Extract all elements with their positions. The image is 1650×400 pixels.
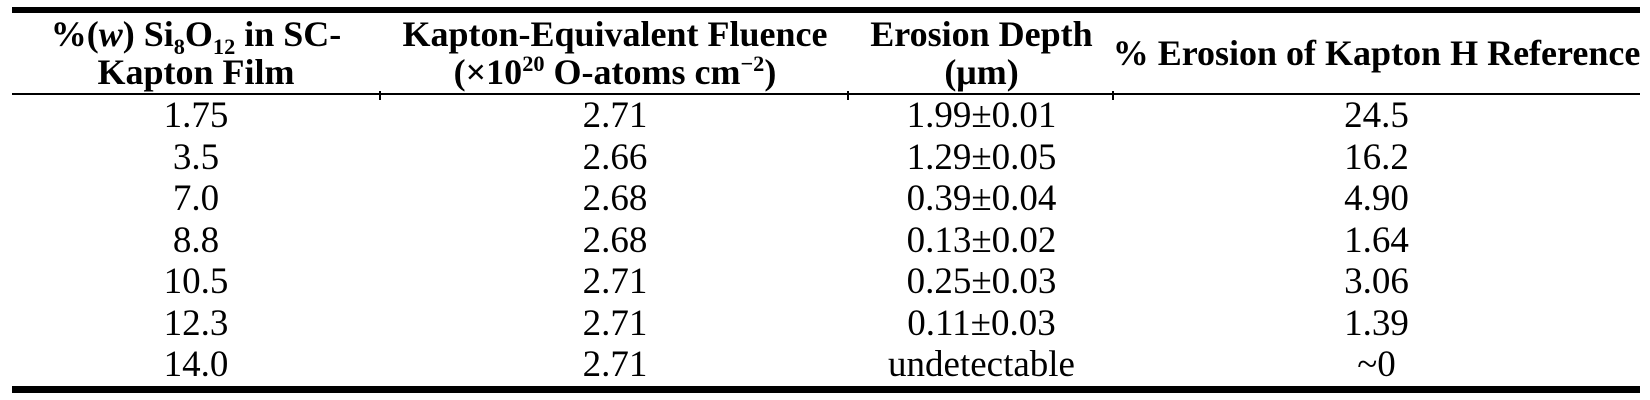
header-line: Erosion Depth — [870, 15, 1092, 53]
cell-pct-si8o12: 1.75 — [163, 95, 229, 136]
column-divider-tick — [1112, 91, 1114, 100]
header-line: %(w) Si8O12 in SC- — [50, 14, 342, 58]
table-body: 1.75 2.71 1.99±0.01 24.5 3.5 2.66 1.29±0… — [12, 95, 1640, 386]
cell-fluence: 2.71 — [582, 344, 648, 385]
column-divider-tick — [847, 91, 849, 100]
cell-fluence: 2.71 — [582, 261, 648, 302]
table-row: 8.8 2.68 0.13±0.02 1.64 — [12, 220, 1640, 262]
header-line: % Erosion of Kapton H Reference — [1113, 34, 1641, 72]
cell-erosion-depth: 1.99±0.01 — [906, 95, 1057, 136]
header-underline-rule — [12, 93, 1640, 95]
table-row: 10.5 2.71 0.25±0.03 3.06 — [12, 261, 1640, 303]
header-text: ) — [764, 52, 777, 92]
header-line: Kapton Film — [97, 53, 294, 91]
cell-pct-si8o12: 3.5 — [172, 136, 220, 178]
table-row: 14.0 2.71 undetectable ~0 — [12, 344, 1640, 386]
cell-fluence: 2.68 — [582, 219, 648, 261]
cell-pct-erosion: 16.2 — [1344, 136, 1409, 178]
header-cell-si8o12-content: %(w) Si8O12 in SC- Kapton Film — [12, 13, 380, 93]
header-text: ) Si — [122, 14, 174, 54]
header-text: %( — [50, 14, 99, 54]
header-text: in SC- — [235, 14, 342, 54]
header-text: Erosion Depth — [870, 14, 1093, 54]
cell-erosion-depth: 0.13±0.02 — [906, 219, 1057, 261]
cell-pct-erosion: 3.06 — [1344, 261, 1409, 302]
cell-pct-erosion: ~0 — [1357, 344, 1396, 385]
header-text: O-atoms cm — [544, 52, 741, 92]
table-row: 7.0 2.68 0.39±0.04 4.90 — [12, 178, 1640, 220]
header-line: (×1020 O-atoms cm−2) — [453, 51, 777, 92]
superscript: 20 — [522, 51, 545, 76]
superscript: −2 — [740, 51, 765, 76]
cell-fluence: 2.71 — [582, 95, 648, 136]
cell-erosion-depth: 1.29±0.05 — [906, 136, 1057, 178]
cell-erosion-depth: 0.25±0.03 — [906, 261, 1057, 302]
cell-pct-erosion: 4.90 — [1344, 178, 1409, 219]
header-italic-w: w — [98, 14, 123, 54]
table-row: 12.3 2.71 0.11±0.03 1.39 — [12, 303, 1640, 345]
cell-erosion-depth: 0.11±0.03 — [907, 302, 1056, 344]
header-cell-pct-erosion-reference: % Erosion of Kapton H Reference — [1113, 13, 1641, 93]
header-line: Kapton-Equivalent Fluence — [402, 15, 827, 53]
cell-pct-erosion: 1.39 — [1344, 302, 1409, 344]
header-text: % Erosion of Kapton H Reference — [1112, 33, 1641, 73]
table-header-row: %(w) Si8O12 in SC- Kapton Film Kapton-Eq… — [12, 13, 1641, 93]
header-line: (μm) — [944, 53, 1018, 91]
cell-fluence: 2.68 — [582, 178, 648, 219]
cell-pct-si8o12: 8.8 — [172, 219, 220, 261]
cell-pct-erosion: 1.64 — [1344, 219, 1409, 261]
cell-erosion-depth: 0.39±0.04 — [906, 178, 1057, 219]
cell-pct-si8o12: 10.5 — [163, 261, 229, 302]
cell-fluence: 2.66 — [582, 136, 648, 178]
header-text: (μm) — [944, 52, 1019, 92]
header-text: Kapton Film — [97, 52, 295, 92]
cell-pct-si8o12: 14.0 — [163, 344, 229, 385]
table-row: 1.75 2.71 1.99±0.01 24.5 — [12, 95, 1640, 137]
cell-erosion-depth: undetectable — [888, 344, 1075, 385]
header-cell-fluence: Kapton-Equivalent Fluence (×1020 O-atoms… — [380, 13, 850, 93]
cell-pct-si8o12: 7.0 — [172, 178, 220, 219]
header-text: O — [184, 14, 213, 54]
cell-fluence: 2.71 — [582, 302, 648, 344]
subscript: 8 — [173, 34, 185, 60]
table-top-rule — [12, 7, 1640, 13]
cell-pct-si8o12: 12.3 — [163, 302, 229, 344]
header-cell-erosion-depth: Erosion Depth (μm) — [850, 13, 1113, 93]
header-text: Kapton-Equivalent Fluence — [402, 14, 828, 54]
subscript: 12 — [212, 34, 236, 60]
header-text: (×10 — [453, 52, 523, 92]
cell-pct-erosion: 24.5 — [1344, 95, 1409, 136]
column-divider-tick — [379, 91, 381, 100]
table-row: 3.5 2.66 1.29±0.05 16.2 — [12, 137, 1640, 179]
table-bottom-rule — [12, 386, 1640, 393]
